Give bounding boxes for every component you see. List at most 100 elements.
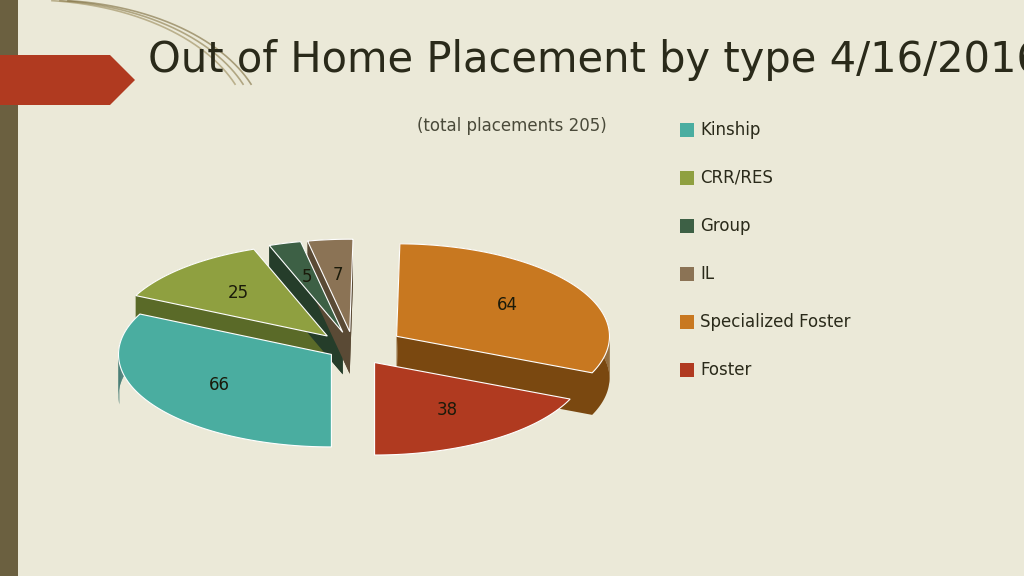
Polygon shape <box>477 251 482 294</box>
Polygon shape <box>160 278 161 321</box>
Polygon shape <box>128 325 130 369</box>
Polygon shape <box>172 272 173 315</box>
Polygon shape <box>215 257 217 300</box>
Polygon shape <box>446 247 452 289</box>
Polygon shape <box>205 260 206 302</box>
Polygon shape <box>234 252 237 295</box>
Polygon shape <box>155 281 156 324</box>
Polygon shape <box>501 256 506 299</box>
Polygon shape <box>514 259 519 302</box>
Text: Kinship: Kinship <box>700 121 761 139</box>
Polygon shape <box>531 265 536 308</box>
Polygon shape <box>186 266 188 309</box>
Text: Group: Group <box>700 217 751 235</box>
Polygon shape <box>492 253 497 297</box>
Polygon shape <box>202 261 203 304</box>
Polygon shape <box>176 270 178 313</box>
Polygon shape <box>527 263 531 307</box>
Polygon shape <box>198 262 200 305</box>
Polygon shape <box>396 244 399 378</box>
Polygon shape <box>486 252 492 295</box>
Text: 38: 38 <box>436 401 458 419</box>
Polygon shape <box>168 274 169 317</box>
Polygon shape <box>151 284 152 327</box>
Polygon shape <box>597 305 599 350</box>
Polygon shape <box>165 275 167 318</box>
Polygon shape <box>558 276 561 320</box>
Polygon shape <box>161 278 163 320</box>
Polygon shape <box>208 259 210 301</box>
Polygon shape <box>399 244 406 286</box>
Polygon shape <box>217 256 218 299</box>
Polygon shape <box>136 291 328 378</box>
Text: Out of Home Placement by type 4/16/2016: Out of Home Placement by type 4/16/2016 <box>148 39 1024 81</box>
Polygon shape <box>220 256 222 298</box>
Polygon shape <box>169 274 171 316</box>
Polygon shape <box>547 271 551 314</box>
Polygon shape <box>269 245 343 374</box>
Polygon shape <box>587 295 590 339</box>
Polygon shape <box>150 285 151 328</box>
Bar <box>680 315 694 329</box>
Polygon shape <box>602 312 603 357</box>
Polygon shape <box>248 250 250 292</box>
Polygon shape <box>159 279 160 321</box>
Polygon shape <box>237 252 239 294</box>
Polygon shape <box>582 291 585 335</box>
Polygon shape <box>241 251 243 294</box>
Polygon shape <box>567 281 570 325</box>
Polygon shape <box>416 244 421 286</box>
Polygon shape <box>146 286 147 329</box>
Polygon shape <box>577 287 580 331</box>
Polygon shape <box>307 281 353 374</box>
Polygon shape <box>203 260 205 303</box>
Polygon shape <box>421 244 426 287</box>
Polygon shape <box>599 308 601 352</box>
Polygon shape <box>585 293 587 337</box>
Polygon shape <box>173 271 175 314</box>
Polygon shape <box>269 283 343 374</box>
Polygon shape <box>592 299 594 343</box>
Polygon shape <box>506 257 510 300</box>
Polygon shape <box>573 285 577 329</box>
Polygon shape <box>269 241 343 332</box>
Polygon shape <box>222 255 224 298</box>
Polygon shape <box>179 269 180 312</box>
Polygon shape <box>250 249 252 292</box>
Polygon shape <box>411 244 416 286</box>
Polygon shape <box>126 327 128 372</box>
Polygon shape <box>246 250 248 293</box>
Polygon shape <box>167 275 168 317</box>
Polygon shape <box>164 276 165 319</box>
Bar <box>680 267 694 281</box>
Polygon shape <box>133 319 135 362</box>
Text: Foster: Foster <box>700 361 752 379</box>
Polygon shape <box>131 320 133 365</box>
Text: 7: 7 <box>333 266 343 283</box>
Polygon shape <box>147 286 150 328</box>
Polygon shape <box>119 314 332 447</box>
Polygon shape <box>544 269 547 313</box>
Polygon shape <box>182 268 183 310</box>
Polygon shape <box>596 304 597 347</box>
Polygon shape <box>239 252 241 294</box>
Polygon shape <box>551 272 554 316</box>
Polygon shape <box>482 252 486 294</box>
Polygon shape <box>554 274 558 318</box>
Polygon shape <box>194 264 195 306</box>
Polygon shape <box>211 258 213 301</box>
Polygon shape <box>156 281 158 323</box>
Polygon shape <box>224 255 225 297</box>
Text: CRR/RES: CRR/RES <box>700 169 773 187</box>
Polygon shape <box>406 244 411 286</box>
Polygon shape <box>191 264 194 307</box>
Polygon shape <box>375 362 570 455</box>
Polygon shape <box>185 267 186 309</box>
Polygon shape <box>523 262 527 305</box>
Polygon shape <box>232 253 234 295</box>
Polygon shape <box>519 260 523 304</box>
Polygon shape <box>540 268 544 311</box>
Polygon shape <box>601 310 602 354</box>
Text: 66: 66 <box>209 376 230 394</box>
Bar <box>0 0 18 576</box>
